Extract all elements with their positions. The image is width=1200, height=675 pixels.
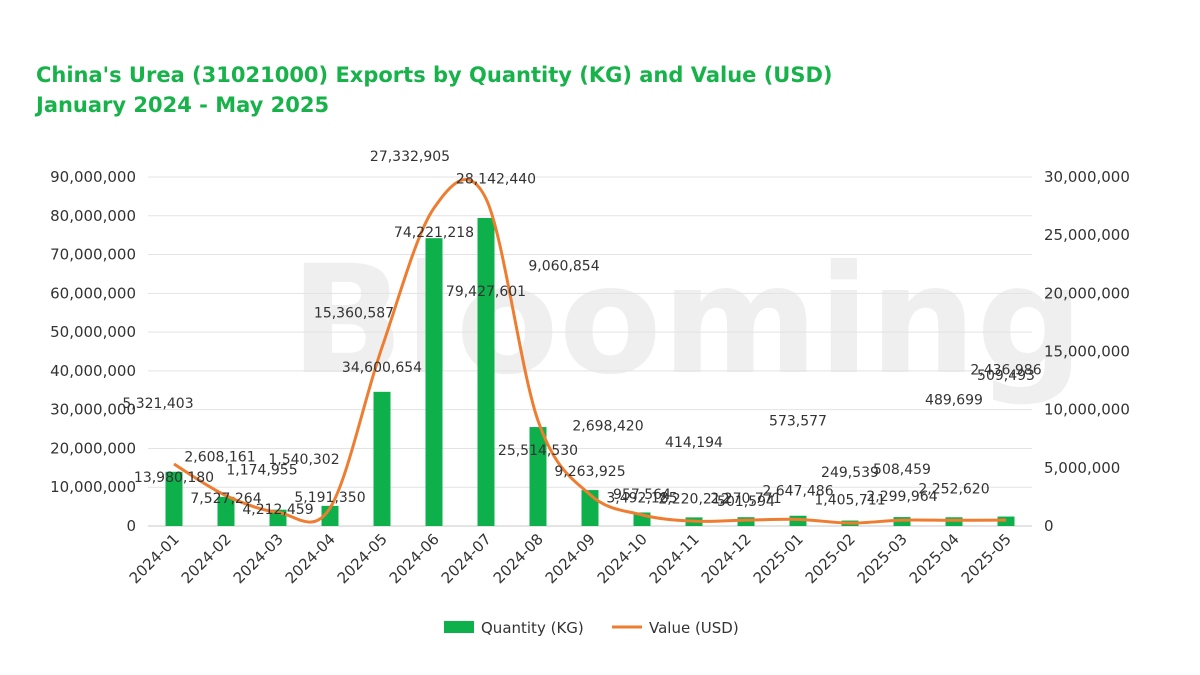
right-axis-tick-label: 15,000,000 <box>1044 343 1130 361</box>
quantity-bar <box>321 505 339 526</box>
value-data-label: 9,060,854 <box>528 259 599 275</box>
quantity-bar <box>165 471 183 526</box>
legend-swatch-quantity <box>444 621 474 633</box>
value-data-label: 573,577 <box>769 413 827 429</box>
value-data-label: 1,540,302 <box>268 452 339 468</box>
left-axis-tick-label: 10,000,000 <box>50 478 136 496</box>
quantity-data-label: 4,212,459 <box>242 502 313 518</box>
quantity-data-label: 1,405,711 <box>814 493 885 509</box>
quantity-data-label: 5,191,350 <box>294 490 365 506</box>
quantity-data-label: 2,436,986 <box>970 363 1041 379</box>
x-axis-tick-label: 2025-05 <box>958 530 1015 587</box>
left-axis-ticks: 0 10,000,000 20,000,000 30,000,000 40,000,00… <box>50 168 136 535</box>
right-axis-tick-label: 30,000,000 <box>1044 168 1130 186</box>
legend-label-quantity: Quantity (KG) <box>481 619 584 637</box>
x-axis-tick-label: 2024-04 <box>282 530 339 587</box>
legend: Quantity (KG) Value (USD) <box>444 619 739 637</box>
x-axis-tick-label: 2024-08 <box>490 530 547 587</box>
right-axis-tick-label: 20,000,000 <box>1044 284 1130 302</box>
x-axis-tick-label: 2024-05 <box>334 530 391 587</box>
x-axis-tick-label: 2024-02 <box>178 530 235 587</box>
quantity-data-label: 2,647,486 <box>762 484 833 500</box>
quantity-bar <box>217 496 235 526</box>
chart-title: China's Urea (31021000) Exports by Quant… <box>36 60 833 120</box>
value-data-label: 2,698,420 <box>572 419 643 435</box>
x-axis-tick-label: 2024-10 <box>594 530 651 587</box>
value-data-label: 15,360,587 <box>314 305 394 321</box>
left-axis-tick-label: 60,000,000 <box>50 284 136 302</box>
value-line-path <box>173 178 1007 525</box>
chart-title-line-1: China's Urea (31021000) Exports by Quant… <box>36 63 833 87</box>
quantity-data-label: 79,427,601 <box>446 284 526 300</box>
quantity-data-label: 3,492,185 <box>606 490 677 506</box>
chart-subtitle: January 2024 - May 2025 <box>36 93 330 117</box>
value-data-label: 501,594 <box>717 494 775 510</box>
quantity-bar <box>425 238 443 526</box>
value-data-label: 414,194 <box>665 435 723 451</box>
right-axis-tick-label: 25,000,000 <box>1044 226 1130 244</box>
value-data-label: 27,332,905 <box>370 149 450 165</box>
left-axis-tick-label: 50,000,000 <box>50 323 136 341</box>
quantity-data-label: 9,263,925 <box>554 464 625 480</box>
watermark: Blooming <box>290 234 1084 408</box>
legend-label-value: Value (USD) <box>649 619 739 637</box>
value-data-label: 5,321,403 <box>122 396 193 412</box>
value-data-label: 957,564 <box>613 487 671 503</box>
right-axis-tick-label: 0 <box>1044 517 1054 535</box>
x-axis-tick-label: 2024-11 <box>646 530 703 587</box>
left-axis-tick-label: 70,000,000 <box>50 246 136 264</box>
value-data-label: 508,459 <box>873 462 931 478</box>
left-axis-tick-label: 90,000,000 <box>50 168 136 186</box>
value-data-label: 2,608,161 <box>184 450 255 466</box>
x-axis-tick-label: 2024-01 <box>126 530 183 587</box>
left-axis-tick-label: 40,000,000 <box>50 362 136 380</box>
quantity-data-label: 2,252,620 <box>918 481 989 497</box>
quantity-data-label: 2,299,964 <box>866 489 937 505</box>
quantity-data-label: 74,221,218 <box>394 225 474 241</box>
x-axis-tick-label: 2024-12 <box>698 530 755 587</box>
x-axis-ticks: 2024-012024-022024-032024-042024-052024-… <box>126 530 1015 587</box>
quantity-bar <box>373 391 391 526</box>
value-data-label: 1,174,955 <box>226 462 297 478</box>
value-line <box>173 178 1007 525</box>
right-axis-tick-label: 5,000,000 <box>1044 459 1120 477</box>
x-axis-tick-label: 2024-07 <box>438 530 495 587</box>
value-data-label: 509,493 <box>977 368 1035 384</box>
x-axis-tick-label: 2024-06 <box>386 530 443 587</box>
value-data-label: 28,142,440 <box>456 172 536 188</box>
x-axis-tick-label: 2025-03 <box>854 530 911 587</box>
quantity-bar <box>529 427 547 526</box>
quantity-data-label: 7,527,264 <box>190 491 261 507</box>
right-axis-ticks: 0 5,000,000 10,000,000 15,000,000 20,000,000… <box>1044 168 1130 535</box>
value-data-label: 489,699 <box>925 392 983 408</box>
quantity-data-label: 2,270,771 <box>710 491 781 507</box>
x-axis-tick-label: 2025-04 <box>906 530 963 587</box>
quantity-data-label: 34,600,654 <box>342 360 422 376</box>
quantity-data-label: 2,220,212 <box>658 491 729 507</box>
gridlines <box>148 176 1032 527</box>
quantity-data-label: 13,980,180 <box>134 470 214 486</box>
quantity-data-label: 25,514,530 <box>498 443 578 459</box>
x-axis-tick-label: 2024-09 <box>542 530 599 587</box>
x-axis-tick-label: 2025-01 <box>750 530 807 587</box>
left-axis-tick-label: 0 <box>126 517 136 535</box>
left-axis-tick-label: 80,000,000 <box>50 207 136 225</box>
quantity-bar <box>789 515 807 526</box>
left-axis-tick-label: 30,000,000 <box>50 401 136 419</box>
x-axis-tick-label: 2025-02 <box>802 530 859 587</box>
left-axis-tick-label: 20,000,000 <box>50 439 136 457</box>
right-axis-tick-label: 10,000,000 <box>1044 401 1130 419</box>
x-axis-tick-label: 2024-03 <box>230 530 287 587</box>
quantity-bars <box>165 217 1015 526</box>
quantity-bar <box>477 217 495 526</box>
value-data-label: 249,539 <box>821 465 879 481</box>
